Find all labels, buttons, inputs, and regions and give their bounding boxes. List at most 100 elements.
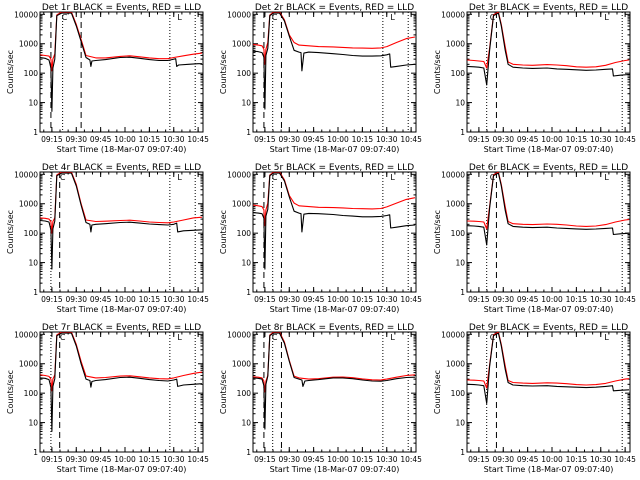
y-tick-label: 1	[460, 288, 465, 297]
y-tick-label: 10000	[227, 10, 251, 19]
x-tick-label: 09:15	[468, 295, 490, 304]
plot-frame	[252, 331, 417, 453]
x-tick-label: 10:15	[566, 455, 588, 464]
detector-plot-2r: Det 2r BLACK = Events, RED = LLD 1 10 100 10…	[219, 3, 422, 154]
x-tick-label: 10:15	[352, 455, 374, 464]
series-line-lld	[253, 332, 416, 393]
x-tick-label: 09:45	[303, 135, 325, 144]
plot-title: Det 1r BLACK = Events, RED = LLD	[42, 3, 201, 13]
x-tick-label: 10:00	[327, 295, 349, 304]
plot-frame	[252, 171, 417, 293]
x-tick-label: 09:45	[517, 295, 539, 304]
marker-label-c: C	[272, 173, 278, 182]
x-tick-label: 10:45	[614, 295, 636, 304]
y-tick-label: 1	[33, 288, 38, 297]
plot-frame	[39, 331, 204, 453]
y-tick-label: 1000	[232, 200, 251, 209]
x-axis-label: Start Time (18-Mar-07 09:07:40)	[57, 145, 187, 154]
x-tick-label: 10:30	[163, 455, 185, 464]
y-tick-label: 1	[246, 288, 251, 297]
y-tick-label: 100	[451, 229, 466, 238]
x-axis-label: Start Time (18-Mar-07 09:07:40)	[270, 145, 400, 154]
marker-label-l: L	[177, 13, 182, 22]
y-tick-label: 1000	[19, 40, 38, 49]
y-axis-label: Counts/sec	[6, 370, 15, 414]
x-tick-label: 09:30	[492, 135, 514, 144]
x-tick-label: 10:45	[614, 135, 636, 144]
x-tick-label: 10:45	[187, 295, 209, 304]
x-tick-label: 09:15	[41, 295, 63, 304]
y-axis-label: Counts/sec	[219, 210, 228, 254]
detector-plot-5r: Det 5r BLACK = Events, RED = LLD 1 10 100 10…	[219, 163, 422, 314]
y-axis-label: Counts/sec	[433, 210, 442, 254]
x-tick-label: 09:45	[90, 455, 112, 464]
x-tick-label: 10:30	[376, 135, 398, 144]
x-tick-label: 09:45	[303, 295, 325, 304]
y-tick-label: 1000	[446, 40, 465, 49]
y-tick-label: 1	[246, 128, 251, 137]
x-tick-label: 09:45	[90, 295, 112, 304]
x-tick-label: 10:45	[187, 135, 209, 144]
series-line-events	[40, 12, 202, 112]
y-tick-label: 1	[460, 128, 465, 137]
y-tick-label: 10	[28, 259, 38, 268]
marker-label-l: L	[177, 173, 182, 182]
y-axis-label: Counts/sec	[219, 370, 228, 414]
plot-title: Det 9r BLACK = Events, RED = LLD	[469, 323, 628, 333]
x-tick-label: 09:15	[468, 135, 490, 144]
plot-frame	[39, 11, 204, 133]
x-tick-label: 09:30	[278, 135, 300, 144]
y-tick-label: 1000	[19, 360, 38, 369]
x-tick-label: 09:45	[517, 135, 539, 144]
marker-label-c: C	[62, 13, 68, 22]
x-tick-label: 10:30	[163, 295, 185, 304]
series-line-lld	[40, 12, 203, 72]
marker-label-c: C	[60, 333, 66, 342]
y-axis-label: Counts/sec	[6, 50, 15, 94]
x-tick-label: 10:00	[114, 135, 136, 144]
series-line-lld	[467, 172, 630, 230]
y-tick-label: 10	[455, 99, 465, 108]
plot-title: Det 4r BLACK = Events, RED = LLD	[42, 163, 201, 173]
x-tick-label: 09:45	[517, 455, 539, 464]
detector-plot-3r: Det 3r BLACK = Events, RED = LLD 1 10 100 10…	[433, 3, 636, 154]
y-tick-label: 1	[246, 448, 251, 457]
y-tick-label: 10	[455, 259, 465, 268]
plot-frame	[39, 171, 204, 293]
marker-label-l: L	[604, 13, 609, 22]
y-tick-label: 1	[33, 448, 38, 457]
y-tick-label: 100	[237, 389, 252, 398]
y-tick-label: 10	[455, 419, 465, 428]
y-tick-label: 10000	[14, 10, 38, 19]
marker-label-c: C	[272, 13, 278, 22]
detector-plot-1r: Det 1r BLACK = Events, RED = LLD 1 10 100 10…	[6, 3, 209, 154]
marker-label-c: C	[60, 173, 66, 182]
x-tick-label: 09:30	[492, 455, 514, 464]
y-tick-label: 10	[241, 99, 251, 108]
marker-label-l: L	[604, 333, 609, 342]
plot-title: Det 7r BLACK = Events, RED = LLD	[42, 323, 201, 333]
y-tick-label: 1000	[19, 200, 38, 209]
x-tick-label: 09:30	[278, 295, 300, 304]
y-tick-label: 1000	[232, 40, 251, 49]
x-axis-label: Start Time (18-Mar-07 09:07:40)	[57, 305, 187, 314]
y-axis-label: Counts/sec	[6, 210, 15, 254]
y-tick-label: 10000	[227, 170, 251, 179]
x-tick-label: 10:00	[114, 455, 136, 464]
marker-label-c: C	[272, 333, 278, 342]
detector-plot-8r: Det 8r BLACK = Events, RED = LLD 1 10 100 10…	[219, 323, 422, 474]
series-line-events	[253, 12, 416, 110]
x-tick-label: 10:30	[590, 455, 612, 464]
series-line-events	[467, 12, 630, 86]
x-tick-label: 10:45	[400, 135, 422, 144]
x-tick-label: 09:45	[303, 455, 325, 464]
plot-frame	[252, 11, 417, 133]
detector-plot-6r: Det 6r BLACK = Events, RED = LLD 1 10 100 10…	[433, 163, 636, 314]
y-tick-label: 10000	[14, 170, 38, 179]
marker-label-l: L	[390, 13, 395, 22]
y-tick-label: 100	[24, 389, 39, 398]
x-tick-label: 09:45	[90, 135, 112, 144]
plot-title: Det 3r BLACK = Events, RED = LLD	[469, 3, 628, 13]
x-tick-label: 10:30	[376, 455, 398, 464]
series-line-lld	[40, 172, 203, 234]
